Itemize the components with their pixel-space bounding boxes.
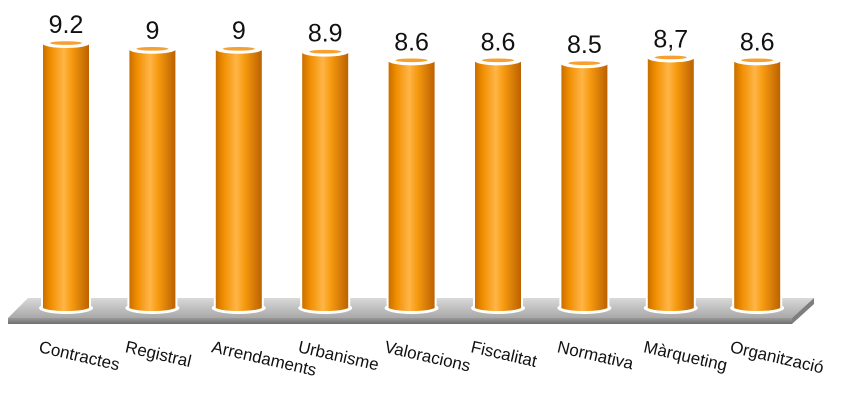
bar-body [41,42,91,313]
value-label: 8.6 [740,28,775,56]
floor-side-edge [792,298,814,324]
category-label: Valoracions [383,337,473,375]
value-label: 9 [145,17,159,45]
value-label: 8.9 [308,20,343,48]
bar-top-cap [741,58,774,63]
bar-body [645,56,696,313]
bar-body [732,59,783,313]
bar-top-cap [50,41,82,45]
bar-top-cap [222,47,255,51]
bar-top-cap [309,49,342,54]
bar-top-cap [482,58,514,63]
floor-front-edge [8,318,792,324]
bar-body [213,47,264,313]
value-label: 9 [232,17,246,45]
bar-5 [471,55,525,314]
bar-top-cap [395,58,428,63]
category-label: Registral [124,337,194,371]
category-label: Contractes [37,337,121,374]
bar-3 [298,46,353,314]
bar-1 [125,43,180,314]
value-label: 9.2 [49,11,84,39]
bar-4 [384,55,439,314]
value-label: 8.5 [567,31,602,59]
bar-7 [643,52,698,314]
value-label: 8,7 [653,25,688,53]
bar-top-cap [654,55,687,60]
bars-group [39,38,785,314]
category-label: Organització [728,337,825,377]
value-label: 8.6 [481,28,516,56]
bar-0 [39,38,93,314]
category-label: Màrqueting [642,337,729,375]
category-labels-group: Contractes Registral ArrendamentsUrbanisme… [37,337,825,380]
bar-body [300,50,351,313]
bar-2 [211,43,266,314]
bar-top-cap [136,47,169,51]
bar-top-cap [568,61,601,65]
category-label: Normativa [556,337,636,373]
bar-8 [730,55,785,314]
bar-body [127,47,178,313]
bar-body [386,59,437,313]
value-labels-group: 9.2 9 9 8.9 8.6 8.6 8.5 8,7 8.6 [49,11,775,59]
category-label: Fiscalitat [469,337,539,371]
bar-body [559,62,610,313]
bar-body [473,59,523,313]
value-label: 8.6 [394,28,429,56]
bar-6 [557,58,612,314]
